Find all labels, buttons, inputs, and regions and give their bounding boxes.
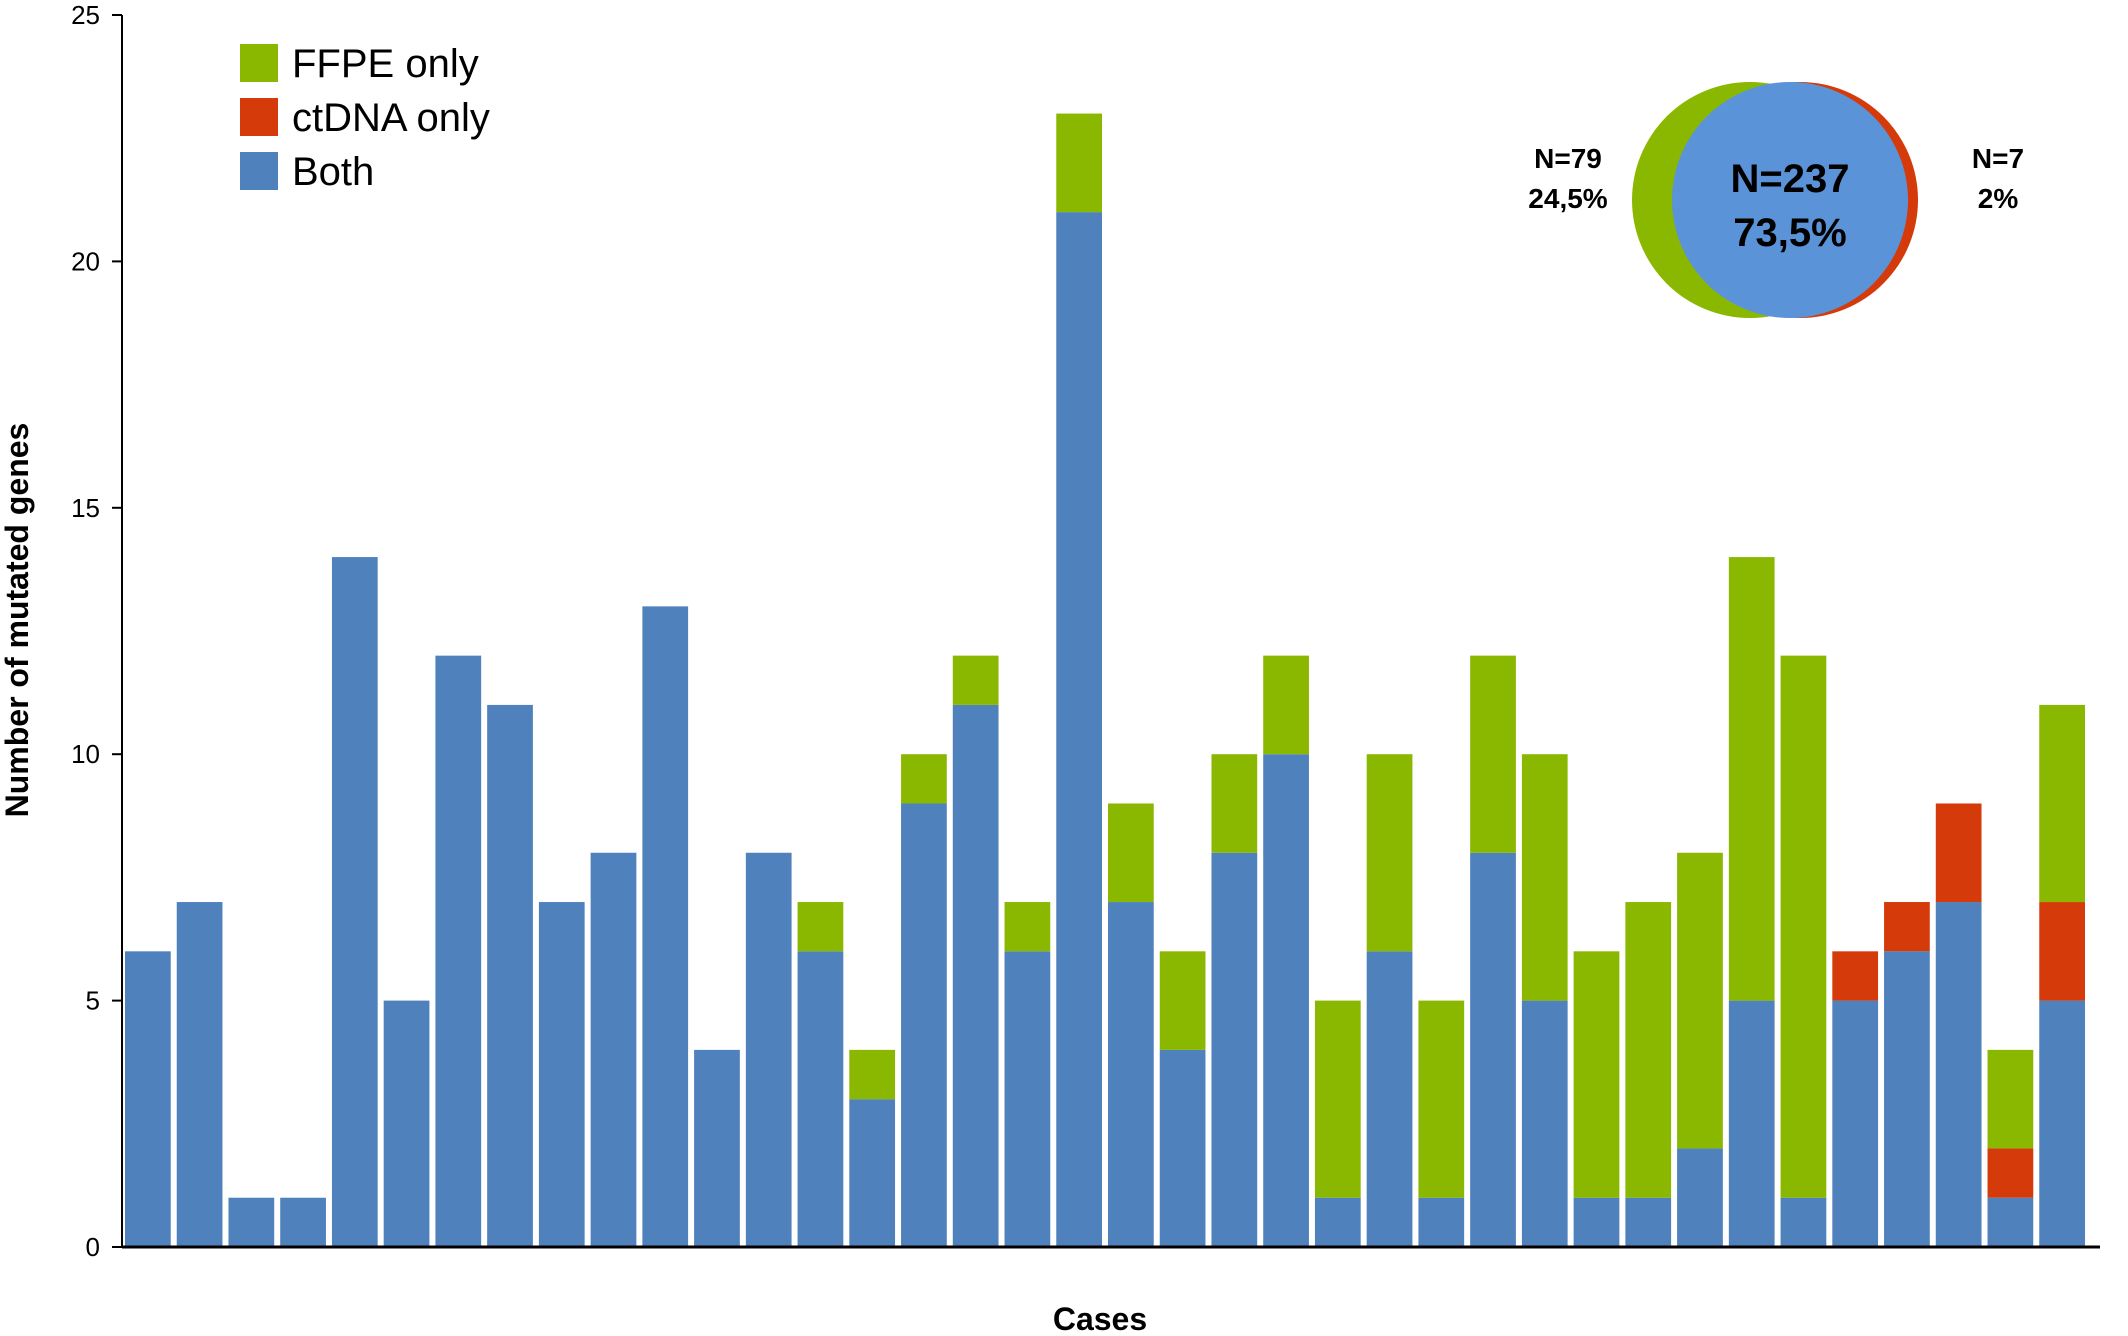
bar-segment-both <box>694 1049 740 1247</box>
bar-segment-both <box>1211 852 1258 1247</box>
bar-segment-both <box>435 655 482 1247</box>
bar-segment-ffpe-only <box>849 1049 896 1100</box>
bar-segment-both <box>1056 212 1102 1247</box>
bar-segment-both <box>1159 1049 1206 1247</box>
y-tick-label: 20 <box>71 246 100 276</box>
bar-segment-ffpe-only <box>1108 803 1154 903</box>
bar-segment-both <box>1832 1000 1879 1247</box>
bar-segment-both <box>125 951 171 1247</box>
bar-segment-ffpe-only <box>1004 902 1051 952</box>
bar-segment-ctdna-only <box>1832 951 1879 1001</box>
bar-segment-ffpe-only <box>1366 754 1413 952</box>
bar-segment-both <box>1780 1197 1827 1247</box>
bar-segment-both <box>1935 902 1982 1247</box>
bar-segment-ffpe-only <box>1418 1000 1465 1198</box>
venn-left-percent: 24,5% <box>1528 183 1607 214</box>
y-tick-label: 10 <box>71 739 100 769</box>
bar-segment-ffpe-only <box>1056 113 1102 213</box>
y-tick-label: 5 <box>86 986 100 1016</box>
bar-segment-both <box>901 803 947 1247</box>
bar-segment-both <box>797 951 844 1247</box>
legend-label-ffpe-only: FFPE only <box>292 42 479 86</box>
bar-segment-both <box>1677 1148 1723 1247</box>
venn-left-count: N=79 <box>1534 143 1602 174</box>
bar-segment-both <box>745 852 792 1247</box>
legend-label-both: Both <box>292 150 374 194</box>
bar-segment-both <box>1987 1197 2034 1247</box>
bar-segment-ffpe-only <box>2039 704 2085 903</box>
bar-segment-ffpe-only <box>1573 951 1620 1198</box>
bars-group <box>125 113 2085 1247</box>
bar-segment-ffpe-only <box>1987 1049 2034 1149</box>
bar-segment-ctdna-only <box>1987 1148 2034 1198</box>
bar-segment-both <box>331 557 378 1247</box>
bar-segment-both <box>1263 754 1309 1247</box>
bar-segment-both <box>383 1000 430 1247</box>
bar-segment-both <box>2039 1000 2085 1247</box>
bar-segment-both <box>1418 1197 1465 1247</box>
bar-segment-both <box>280 1197 326 1247</box>
bar-segment-ffpe-only <box>1263 655 1309 755</box>
bar-segment-ffpe-only <box>1470 655 1516 853</box>
bar-segment-ffpe-only <box>1728 557 1775 1001</box>
bar-segment-both <box>952 704 999 1247</box>
bar-segment-both <box>228 1197 275 1247</box>
bar-segment-both <box>1884 951 1930 1247</box>
bar-segment-both <box>590 852 637 1247</box>
bar-segment-ffpe-only <box>1314 1000 1361 1198</box>
bar-segment-ffpe-only <box>1521 754 1568 1001</box>
venn-diagram: N=237 73,5% N=79 24,5% N=7 2% <box>1528 82 2024 318</box>
bar-segment-both <box>849 1099 896 1247</box>
bar-segment-both <box>487 704 533 1247</box>
legend-label-ctdna-only: ctDNA only <box>292 96 490 140</box>
bar-segment-ffpe-only <box>952 655 999 705</box>
bar-segment-ffpe-only <box>1780 655 1827 1198</box>
bar-segment-ffpe-only <box>1677 852 1723 1149</box>
bar-segment-both <box>1470 852 1516 1247</box>
bar-segment-both <box>642 606 689 1247</box>
venn-circle-both <box>1672 82 1908 318</box>
y-tick-label: 15 <box>71 493 100 523</box>
bar-segment-both <box>1521 1000 1568 1247</box>
legend: FFPE only ctDNA only Both <box>240 42 490 194</box>
bar-segment-ffpe-only <box>901 754 947 804</box>
bar-segment-ffpe-only <box>1159 951 1206 1050</box>
bar-segment-both <box>538 902 585 1247</box>
y-axis: 0 5 10 15 20 25 <box>71 0 123 1262</box>
bar-segment-ctdna-only <box>1884 902 1930 952</box>
y-axis-title: Number of mutated genes <box>0 423 35 818</box>
bar-segment-both <box>1728 1000 1775 1247</box>
bar-segment-both <box>1314 1197 1361 1247</box>
bar-segment-both <box>1573 1197 1620 1247</box>
bar-segment-ctdna-only <box>1935 803 1982 903</box>
bar-segment-ffpe-only <box>797 902 844 952</box>
bar-segment-ctdna-only <box>2039 902 2085 1001</box>
venn-right-count: N=7 <box>1972 143 2024 174</box>
y-tick-label: 0 <box>86 1232 100 1262</box>
legend-swatch-ctdna-only <box>240 98 278 136</box>
y-tick-label: 25 <box>71 0 100 30</box>
bar-segment-both <box>1366 951 1413 1247</box>
bar-segment-both <box>1004 951 1051 1247</box>
bar-segment-both <box>1108 902 1154 1247</box>
venn-right-percent: 2% <box>1978 183 2019 214</box>
bar-segment-ffpe-only <box>1625 902 1672 1198</box>
venn-center-count: N=237 <box>1731 157 1850 201</box>
bar-segment-ffpe-only <box>1211 754 1258 853</box>
legend-swatch-ffpe-only <box>240 44 278 82</box>
bar-segment-both <box>176 902 223 1247</box>
legend-swatch-both <box>240 152 278 190</box>
bar-segment-both <box>1625 1197 1672 1247</box>
venn-center-percent: 73,5% <box>1733 211 1846 255</box>
x-axis-title: Cases <box>1053 1301 1147 1336</box>
